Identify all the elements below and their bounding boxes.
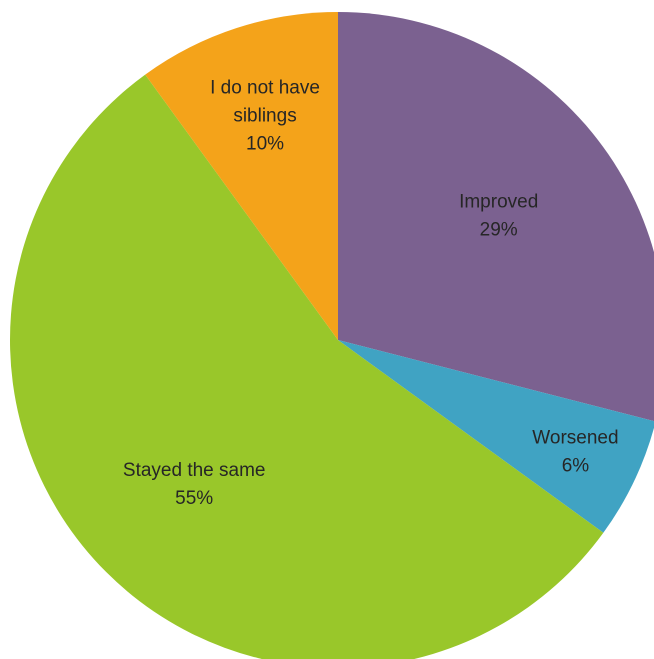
slice-percent-label: 29% xyxy=(480,219,518,240)
pie-slices xyxy=(10,12,654,659)
pie-slice-improved xyxy=(338,12,654,422)
slice-category-label: Worsened xyxy=(532,428,618,449)
slice-category-label: Stayed the same xyxy=(123,460,266,481)
slice-percent-label: 10% xyxy=(246,133,284,154)
slice-label: I do not have siblings 10% xyxy=(210,77,320,154)
slice-category-label: Improved xyxy=(459,191,538,212)
slice-label: Improved 29% xyxy=(459,191,538,240)
slice-label: Worsened 6% xyxy=(532,428,618,477)
slice-percent-label: 6% xyxy=(562,456,590,477)
pie-labels: Improved 29% Worsened 6% Stayed the same 55% I… xyxy=(123,77,619,508)
slice-label: Stayed the same 55% xyxy=(123,460,266,509)
pie-slice-worsened xyxy=(338,340,654,533)
slice-category-label: I do not have xyxy=(210,77,320,98)
slice-percent-label: 55% xyxy=(175,488,213,509)
pie-slice-i-do-not-have-siblings xyxy=(145,12,338,340)
pie-slice-stayed-the-same xyxy=(10,74,604,659)
slice-category-label: siblings xyxy=(233,105,296,126)
